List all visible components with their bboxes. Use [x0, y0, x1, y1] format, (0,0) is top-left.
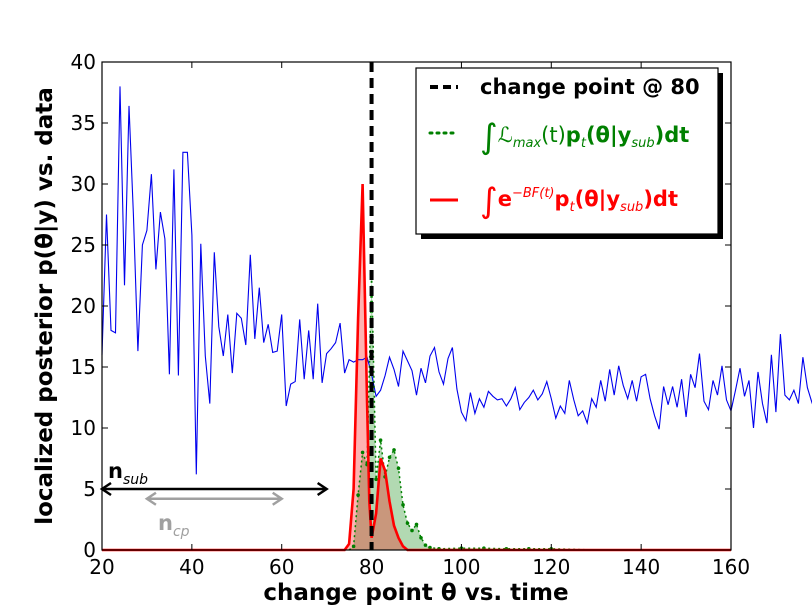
series-line-ebf: [102, 183, 731, 552]
x-axis-title: change point θ vs. time: [263, 580, 568, 606]
point-lmax: [401, 503, 405, 507]
series-line-data: [101, 86, 812, 475]
x-tick-label: 80: [359, 555, 384, 579]
point-lmax: [374, 477, 378, 482]
y-tick-label: 15: [71, 355, 96, 379]
y-tick-label: 30: [71, 172, 96, 196]
series-line-lmax: [348, 274, 597, 551]
legend-label-ebf: ∫e−BF(t)pt(θ|ysub)dt: [480, 181, 678, 221]
x-tick-label: 120: [532, 555, 570, 579]
n-cp-label: ncp: [158, 511, 190, 540]
point-lmax: [405, 521, 410, 525]
y-tick-label: 40: [71, 50, 96, 74]
point-lmax: [392, 448, 396, 452]
point-lmax: [387, 455, 392, 460]
point-lmax: [356, 493, 360, 497]
legend-label-lmax: ∫ℒmax(t)pt(θ|ysub)dt: [480, 117, 689, 157]
n-sub-arrow-head-right: [316, 481, 329, 497]
n-cp-arrow: [144, 491, 284, 506]
x-tick-label: 160: [712, 555, 750, 579]
point-lmax: [423, 543, 428, 547]
point-lmax: [360, 450, 365, 455]
point-lmax: [419, 536, 423, 540]
x-tick-label: 20: [89, 555, 114, 579]
x-tick-label: 140: [622, 555, 660, 579]
point-lmax: [351, 544, 356, 549]
plot-area: [99, 62, 812, 552]
x-tick-label: 60: [269, 555, 294, 579]
point-lmax: [414, 522, 419, 527]
y-tick-label: 35: [71, 111, 96, 135]
y-tick-label: 0: [83, 538, 96, 562]
y-tick-label: 10: [71, 416, 96, 440]
range-annotations: nsub ncp: [108, 459, 190, 540]
x-tick-label: 40: [179, 555, 204, 579]
point-lmax: [378, 438, 383, 443]
y-tick-label: 25: [71, 233, 96, 257]
n-sub-label: nsub: [108, 459, 148, 488]
y-axis-title: localized posterior p(θ|y) vs. data: [32, 87, 58, 525]
point-lmax: [396, 466, 401, 471]
point-lmax: [428, 545, 432, 550]
point-lmax: [410, 528, 414, 533]
legend: change point @ 80 ∫ℒmax(t)pt(θ|ysub)dt ∫…: [415, 67, 723, 239]
n-cp-arrow-head-left: [144, 491, 157, 506]
axes: 20 40 60 80 100 120 140 160 0 5 10 15 20 25 30 35 40: [71, 50, 751, 579]
x-tick-label: 100: [442, 555, 480, 579]
y-tick-label: 20: [71, 294, 96, 318]
n-cp-arrow-head-right: [272, 491, 284, 506]
legend-label-change-point: change point @ 80: [480, 75, 700, 99]
y-tick-label: 5: [83, 477, 96, 501]
legend-box: [415, 67, 719, 235]
